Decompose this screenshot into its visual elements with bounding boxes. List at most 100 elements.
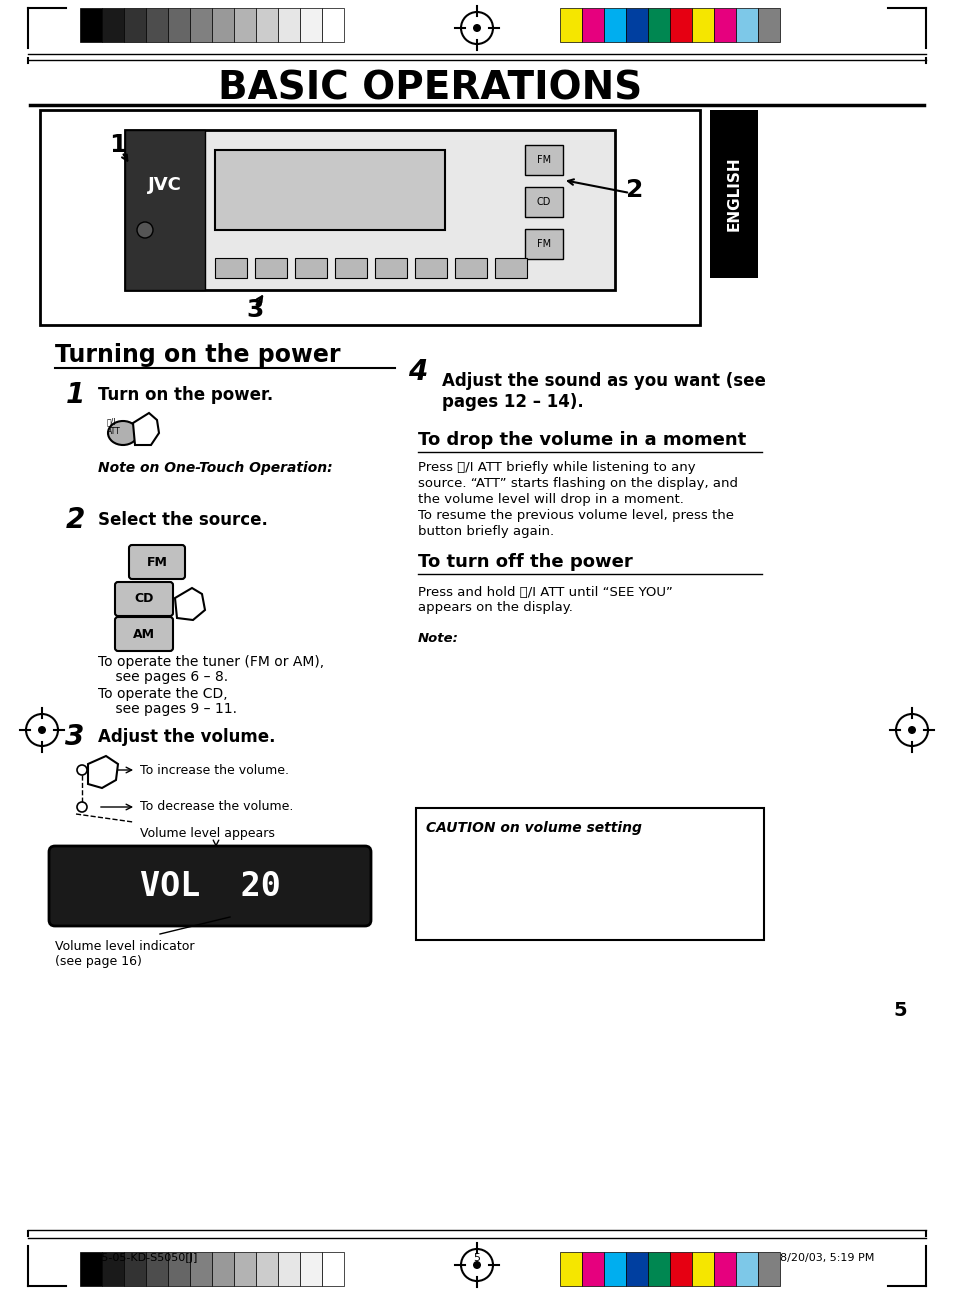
Text: EN05-05-KD-S5050[J]: EN05-05-KD-S5050[J]: [80, 1253, 198, 1263]
Bar: [190, 1253, 212, 1286]
Text: CD: CD: [134, 593, 153, 606]
Text: 2: 2: [626, 179, 643, 202]
Bar: [102, 1253, 124, 1286]
Bar: [212, 8, 233, 41]
Text: source. “ATT” starts flashing on the display, and: source. “ATT” starts flashing on the dis…: [417, 477, 738, 490]
Bar: [669, 8, 691, 41]
Text: 1: 1: [110, 133, 127, 157]
Text: 5: 5: [473, 1253, 480, 1263]
Bar: [233, 8, 255, 41]
Bar: [455, 258, 486, 278]
Bar: [495, 258, 526, 278]
Bar: [691, 8, 713, 41]
Circle shape: [473, 25, 480, 32]
Text: ENGLISH: ENGLISH: [726, 157, 740, 232]
Bar: [299, 8, 322, 41]
Bar: [559, 8, 581, 41]
Bar: [168, 1253, 190, 1286]
Ellipse shape: [108, 421, 138, 445]
Bar: [124, 1253, 146, 1286]
Bar: [214, 150, 444, 230]
Circle shape: [907, 726, 915, 734]
Bar: [277, 1253, 299, 1286]
Bar: [254, 258, 287, 278]
Bar: [124, 8, 146, 41]
Bar: [416, 807, 763, 939]
Text: Note on One-Touch Operation:: Note on One-Touch Operation:: [98, 461, 333, 475]
FancyBboxPatch shape: [129, 545, 185, 578]
Text: 3: 3: [66, 723, 85, 751]
Polygon shape: [88, 756, 118, 788]
Bar: [168, 8, 190, 41]
Bar: [713, 8, 735, 41]
Text: Select the source.: Select the source.: [98, 511, 268, 529]
Text: JVC: JVC: [148, 176, 182, 194]
Text: To resume the previous volume level, press the: To resume the previous volume level, pre…: [417, 510, 733, 523]
Text: Turning on the power: Turning on the power: [55, 343, 340, 367]
Text: Volume level indicator
(see page 16): Volume level indicator (see page 16): [55, 939, 194, 968]
Bar: [524, 188, 562, 217]
Bar: [322, 8, 344, 41]
Text: see pages 6 – 8.: see pages 6 – 8.: [98, 670, 228, 685]
Bar: [146, 1253, 168, 1286]
Circle shape: [473, 1260, 480, 1269]
Text: To operate the tuner (FM or AM),: To operate the tuner (FM or AM),: [98, 655, 324, 669]
Text: +: +: [86, 761, 102, 779]
Bar: [190, 8, 212, 41]
Bar: [80, 1253, 102, 1286]
FancyBboxPatch shape: [115, 582, 172, 616]
Circle shape: [38, 726, 46, 734]
Bar: [277, 8, 299, 41]
Bar: [125, 129, 205, 290]
Bar: [294, 258, 327, 278]
Bar: [603, 1253, 625, 1286]
Text: CD: CD: [537, 197, 551, 207]
Text: see pages 9 – 11.: see pages 9 – 11.: [98, 703, 236, 716]
Text: 5: 5: [892, 1000, 906, 1020]
Text: 8/20/03, 5:19 PM: 8/20/03, 5:19 PM: [779, 1253, 873, 1263]
Bar: [735, 8, 758, 41]
Text: AM: AM: [132, 628, 154, 641]
Text: ⓘ/I
ATT: ⓘ/I ATT: [107, 417, 121, 436]
Bar: [40, 110, 700, 325]
Text: To drop the volume in a moment: To drop the volume in a moment: [417, 431, 745, 449]
Bar: [758, 8, 780, 41]
Bar: [212, 1253, 233, 1286]
Text: FM: FM: [537, 239, 551, 248]
Bar: [758, 1253, 780, 1286]
Bar: [125, 129, 615, 290]
Text: To operate the CD,: To operate the CD,: [98, 687, 228, 701]
Text: button briefly again.: button briefly again.: [417, 525, 554, 538]
Bar: [735, 1253, 758, 1286]
Bar: [709, 110, 758, 278]
Bar: [625, 1253, 647, 1286]
Text: Press and hold ⓘ/I ATT until “SEE YOU”: Press and hold ⓘ/I ATT until “SEE YOU”: [417, 585, 672, 599]
Bar: [80, 8, 102, 41]
FancyBboxPatch shape: [49, 846, 371, 927]
Bar: [647, 8, 669, 41]
Bar: [322, 1253, 344, 1286]
Text: Adjust the sound as you want (see
pages 12 – 14).: Adjust the sound as you want (see pages …: [441, 371, 765, 410]
Bar: [375, 258, 407, 278]
Text: the volume level will drop in a moment.: the volume level will drop in a moment.: [417, 493, 683, 506]
Text: FM: FM: [147, 555, 168, 568]
Bar: [524, 229, 562, 259]
Circle shape: [137, 223, 152, 238]
Bar: [214, 258, 247, 278]
Text: To decrease the volume.: To decrease the volume.: [140, 801, 294, 814]
Bar: [524, 145, 562, 175]
Text: BASIC OPERATIONS: BASIC OPERATIONS: [217, 69, 641, 107]
Text: 2: 2: [66, 506, 85, 534]
Text: VOL  20: VOL 20: [139, 870, 280, 902]
Polygon shape: [174, 587, 205, 620]
Bar: [647, 1253, 669, 1286]
Text: 1: 1: [66, 380, 85, 409]
Text: Turn on the power.: Turn on the power.: [98, 386, 273, 404]
Bar: [335, 258, 367, 278]
Text: 3: 3: [246, 298, 263, 322]
Bar: [625, 8, 647, 41]
Text: To turn off the power: To turn off the power: [417, 553, 632, 571]
Polygon shape: [132, 413, 159, 445]
Bar: [669, 1253, 691, 1286]
Bar: [415, 258, 447, 278]
